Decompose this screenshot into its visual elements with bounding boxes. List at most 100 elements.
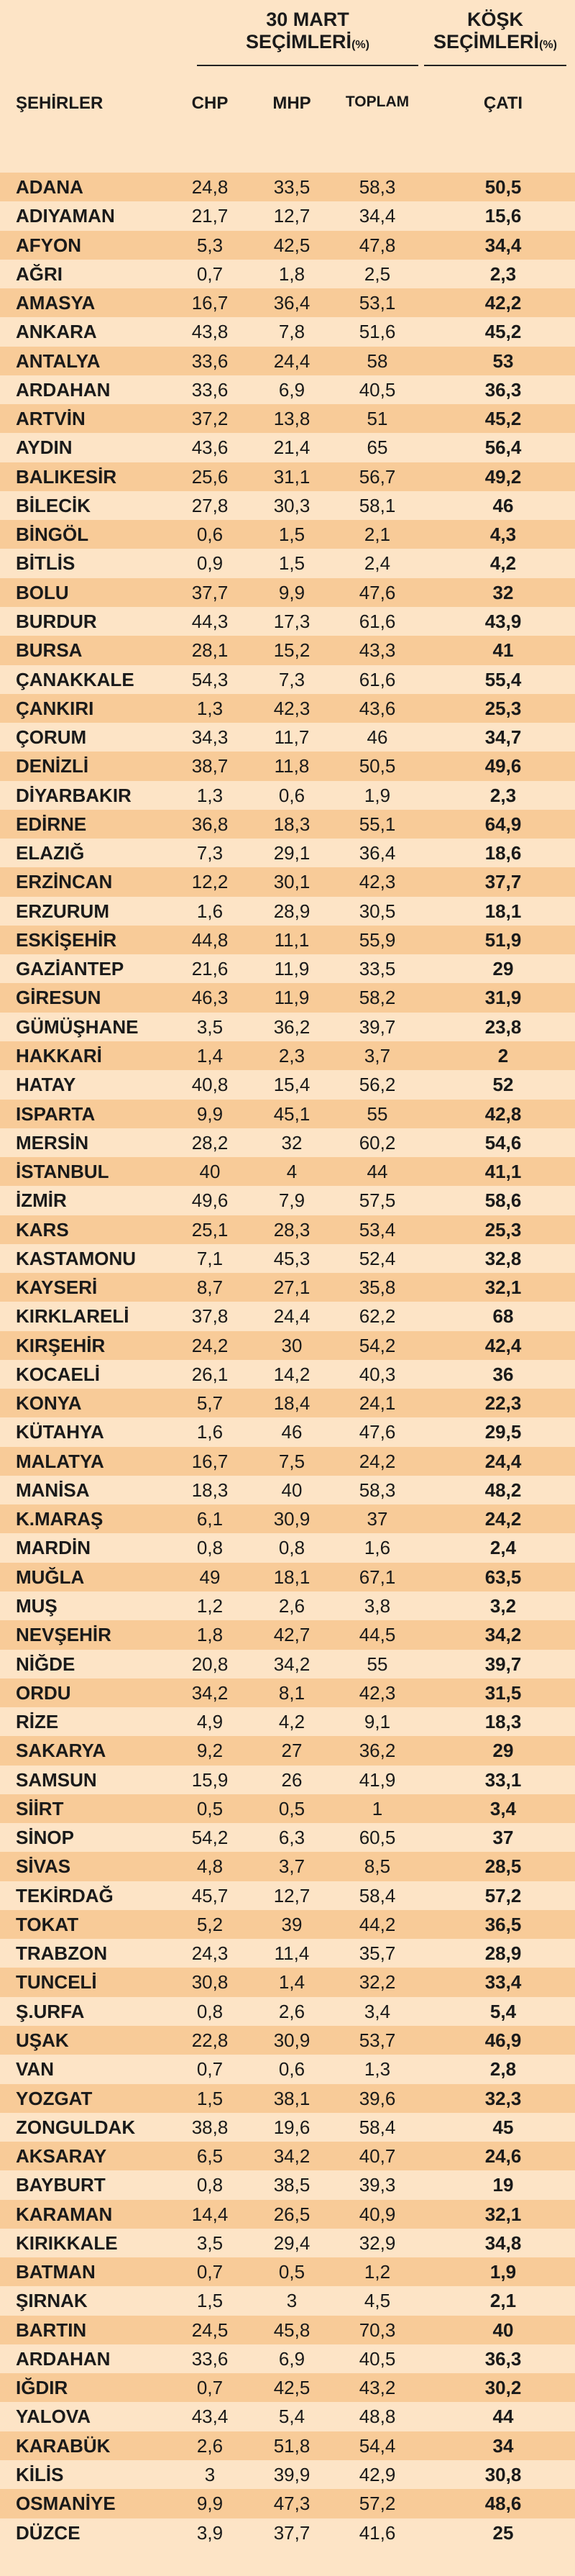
value-cell: 39,9 <box>273 2463 310 2485</box>
value-cell: 14,2 <box>273 1363 310 1385</box>
city-cell: AĞRI <box>16 262 63 285</box>
value-cell: 37,7 <box>191 581 229 603</box>
value-cell: 57,2 <box>359 2493 396 2515</box>
value-cell: 43,9 <box>484 610 522 632</box>
city-cell: SAMSUN <box>16 1768 97 1791</box>
table-row: ORDU 34,2 8,1 42,3 31,5 <box>0 1678 575 1708</box>
value-cell: 29 <box>492 958 514 980</box>
value-cell: 13,8 <box>273 408 310 430</box>
group2-line: KÖŞK <box>466 9 523 30</box>
table-row: ÇORUM 34,3 11,7 46 34,7 <box>0 723 575 752</box>
city-cell: ISPARTA <box>16 1102 96 1125</box>
value-cell: 55,9 <box>359 928 396 951</box>
value-cell: 44,5 <box>359 1624 396 1646</box>
city-cell: TUNCELİ <box>16 1971 97 1993</box>
value-cell: 1,9 <box>489 2261 517 2283</box>
value-cell: 19,6 <box>273 2116 310 2138</box>
city-cell: KÜTAHYA <box>16 1421 104 1443</box>
city-cell: ADANA <box>16 176 83 198</box>
value-cell: 43,6 <box>359 697 396 719</box>
table-row: KASTAMONU 7,1 45,3 52,4 32,8 <box>0 1244 575 1273</box>
value-cell: 40 <box>199 1161 221 1183</box>
value-cell: 34,2 <box>273 2145 310 2168</box>
value-cell: 4,2 <box>278 1711 305 1733</box>
value-cell: 2,1 <box>364 524 391 546</box>
table-row: MALATYA 16,7 7,5 24,2 24,4 <box>0 1446 575 1476</box>
value-cell: 16,7 <box>191 292 229 314</box>
value-cell: 0,9 <box>196 552 224 575</box>
value-cell: 24,2 <box>191 1334 229 1356</box>
value-cell: 34,7 <box>484 726 522 749</box>
city-cell: Ş.URFA <box>16 2000 85 2022</box>
table-row: TRABZON 24,3 11,4 35,7 28,9 <box>0 1939 575 1968</box>
city-cell: BİTLİS <box>16 552 75 575</box>
value-cell: 18,6 <box>484 842 522 864</box>
value-cell: 28,1 <box>191 639 229 662</box>
table-row: RİZE 4,9 4,2 9,1 18,3 <box>0 1707 575 1736</box>
table-row: BAYBURT 0,8 38,5 39,3 19 <box>0 2170 575 2199</box>
value-cell: 5,4 <box>278 2406 305 2428</box>
value-cell: 44,3 <box>191 610 229 632</box>
value-cell: 1,8 <box>196 1624 224 1646</box>
city-cell: ESKİŞEHİR <box>16 928 117 951</box>
value-cell: 0,8 <box>196 2174 224 2196</box>
table-row: ARTVİN 37,2 13,8 51 45,2 <box>0 404 575 434</box>
value-cell: 12,2 <box>191 871 229 893</box>
table-row: BALIKESİR 25,6 31,1 56,7 49,2 <box>0 462 575 491</box>
city-cell: BALIKESİR <box>16 465 117 488</box>
value-cell: 3,4 <box>364 2000 391 2022</box>
table-row: GÜMÜŞHANE 3,5 36,2 39,7 23,8 <box>0 1013 575 1041</box>
value-cell: 33,6 <box>191 378 229 401</box>
value-cell: 37,8 <box>191 1305 229 1328</box>
value-cell: 55,4 <box>484 668 522 690</box>
city-cell: ELAZIĞ <box>16 842 85 864</box>
value-cell: 57,2 <box>484 1884 522 1906</box>
city-cell: DENİZLİ <box>16 755 89 777</box>
value-cell: 15,4 <box>273 1074 310 1096</box>
value-cell: 17,3 <box>273 610 310 632</box>
value-cell: 30,5 <box>359 900 396 922</box>
city-cell: YALOVA <box>16 2406 91 2428</box>
value-cell: 24,4 <box>273 350 310 372</box>
table-row: GAZİANTEP 21,6 11,9 33,5 29 <box>0 954 575 983</box>
table-row: ZONGULDAK 38,8 19,6 58,4 45 <box>0 2113 575 2142</box>
city-cell: MARDİN <box>16 1537 91 1559</box>
value-cell: 18,3 <box>191 1479 229 1501</box>
value-cell: 36 <box>492 1363 514 1385</box>
city-cell: BİLECİK <box>16 494 91 516</box>
value-cell: 38,1 <box>273 2087 310 2109</box>
city-cell: BATMAN <box>16 2261 96 2283</box>
value-cell: 30,8 <box>191 1971 229 1993</box>
value-cell: 41,1 <box>484 1161 522 1183</box>
value-cell: 6,9 <box>278 378 305 401</box>
value-cell: 11,7 <box>274 726 310 749</box>
value-cell: 38,5 <box>273 2174 310 2196</box>
table-row: SİNOP 54,2 6,3 60,5 37 <box>0 1823 575 1852</box>
value-cell: 50,5 <box>484 176 522 198</box>
value-cell: 36,8 <box>191 813 229 835</box>
table-row: ÇANAKKALE 54,3 7,3 61,6 55,4 <box>0 665 575 694</box>
city-cell: ŞIRNAK <box>16 2290 88 2312</box>
value-cell: 24,4 <box>273 1305 310 1328</box>
value-cell: 34,2 <box>273 1653 310 1675</box>
value-cell: 0,7 <box>196 262 224 285</box>
value-cell: 2,6 <box>196 2434 224 2457</box>
group1-rule <box>197 65 418 66</box>
value-cell: 2,3 <box>278 1044 305 1067</box>
value-cell: 36,2 <box>359 1740 396 1762</box>
city-cell: YOZGAT <box>16 2087 93 2109</box>
value-cell: 0,8 <box>196 1537 224 1559</box>
value-cell: 35,8 <box>359 1276 396 1299</box>
value-cell: 30,1 <box>273 871 310 893</box>
value-cell: 70,3 <box>359 2319 396 2341</box>
value-cell: 58,1 <box>359 494 396 516</box>
value-cell: 26,1 <box>191 1363 229 1385</box>
value-cell: 4,3 <box>489 524 517 546</box>
table-row: KIRŞEHİR 24,2 30 54,2 42,4 <box>0 1330 575 1360</box>
value-cell: 3 <box>286 2290 298 2312</box>
value-cell: 51,6 <box>359 321 396 343</box>
value-cell: 3,7 <box>364 1044 391 1067</box>
value-cell: 32 <box>281 1131 303 1154</box>
value-cell: 52 <box>492 1074 514 1096</box>
value-cell: 45,2 <box>484 408 522 430</box>
